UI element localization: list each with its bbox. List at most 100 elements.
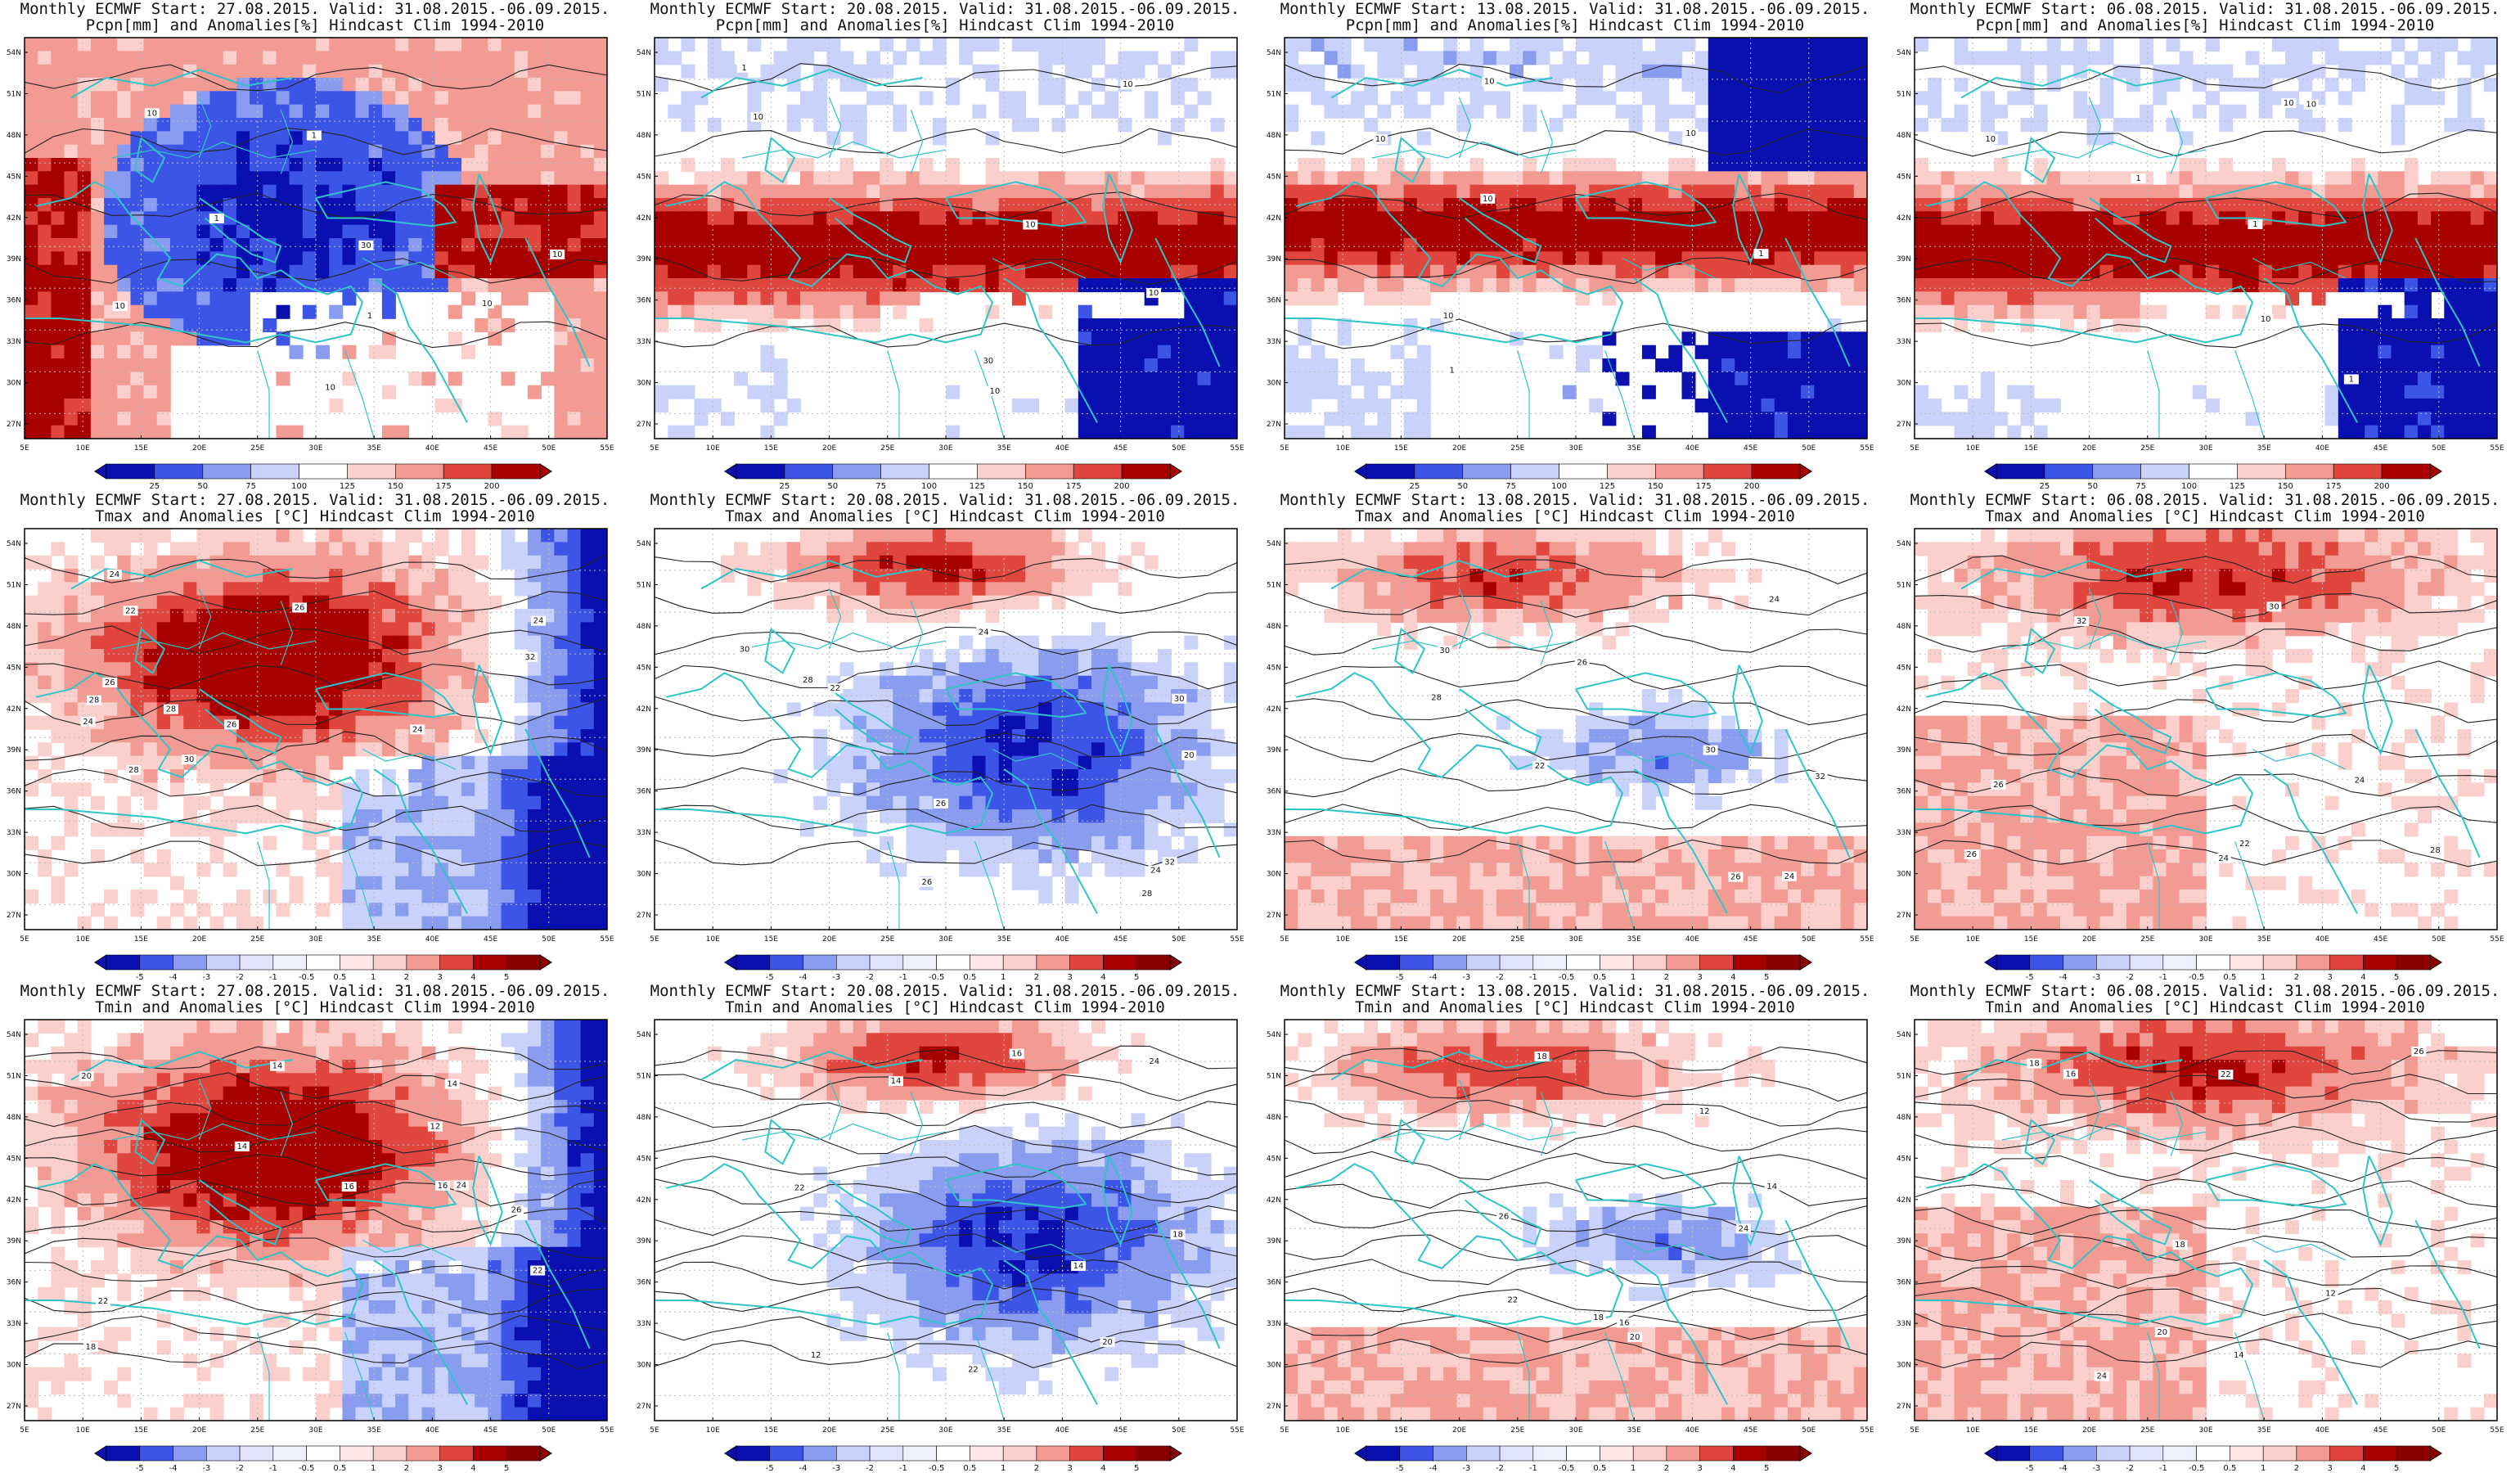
colorbar-tick-label: 4 xyxy=(1100,1464,1105,1473)
country-border xyxy=(2170,600,2184,665)
colorbar-tick-label: 150 xyxy=(1648,482,1663,491)
colorbar-tick-label: -4 xyxy=(799,973,808,982)
lat-tick-label: 36N xyxy=(637,297,651,305)
lon-tick-label: 55E xyxy=(1230,1426,1244,1435)
contour-label-bg xyxy=(358,240,374,250)
colorbar-tick-label: 5 xyxy=(504,973,509,982)
lon-tick-label: 50E xyxy=(2432,1426,2446,1435)
contour-line xyxy=(1285,839,1867,864)
map-pcpn-start-20-08: 10 30 10 1 10 10 10 54N 51N 48N 45N 42N 39N 36N 33N 30N… xyxy=(637,37,1244,491)
contour-label: 24 xyxy=(979,628,989,637)
contour-label-bg xyxy=(2074,616,2090,627)
colorbar-swatch xyxy=(902,1445,937,1462)
contour-label-bg xyxy=(976,627,992,637)
colorbar-tick-label: 4 xyxy=(2360,1464,2365,1473)
contour-label-bg xyxy=(79,1071,94,1082)
contour-label: 32 xyxy=(2077,617,2087,626)
lat-tick-label: 51N xyxy=(1267,90,1281,98)
contour-label-bg xyxy=(889,1076,904,1087)
panel-title-start-valid: Monthly ECMWF Start: 13.08.2015. Valid: … xyxy=(1260,0,1890,18)
contour-line xyxy=(655,1074,1237,1101)
contour-label: 26 xyxy=(1966,850,1977,859)
country-border xyxy=(2170,109,2184,174)
colorbar-swatch xyxy=(306,1445,340,1462)
colorbar-swatch xyxy=(340,1445,374,1462)
contour-label: 30 xyxy=(2269,602,2279,611)
colorbar-tick-label: 2 xyxy=(1034,1464,1039,1473)
contour-line xyxy=(1285,804,1867,831)
colorbar-tick-label: 150 xyxy=(2278,482,2293,491)
lon-tick-label: 30E xyxy=(1568,935,1582,944)
colorbar-swatch xyxy=(173,1445,207,1462)
contour-label-bg xyxy=(2266,601,2282,612)
colorbar-swatch xyxy=(769,1445,803,1462)
contour-label-bg xyxy=(2154,1327,2170,1337)
country-border xyxy=(111,1123,317,1141)
lon-tick-label: 55E xyxy=(600,1426,614,1435)
contour-label-bg xyxy=(123,606,138,616)
lon-tick-label: 55E xyxy=(2490,935,2504,944)
contour-line xyxy=(1915,1235,2497,1262)
lon-tick-label: 20E xyxy=(822,444,836,453)
contour-line xyxy=(655,255,1237,285)
lat-tick-label: 30N xyxy=(1897,1362,1911,1370)
contour-label-bg xyxy=(1480,193,1496,204)
colorbar-swatch xyxy=(1036,1445,1070,1462)
colorbar-swatch xyxy=(406,954,440,971)
country-border xyxy=(741,632,947,650)
country-border xyxy=(887,1332,900,1421)
colorbar-swatch xyxy=(1036,954,1070,971)
panel-tmax-start-20-08: Monthly ECMWF Start: 20.08.2015. Valid: … xyxy=(630,491,1260,982)
colorbar-tick-label: -4 xyxy=(1429,1464,1438,1473)
lat-tick-label: 48N xyxy=(637,623,651,631)
contour-line xyxy=(1915,1262,2497,1289)
colorbar-tick-label: 75 xyxy=(875,482,886,491)
colorbar-swatch xyxy=(1433,1445,1467,1462)
colorbar-tick-label: -4 xyxy=(169,1464,178,1473)
colorbar-swatch xyxy=(106,954,141,971)
colorbar-tick-label: 0.5 xyxy=(333,1464,346,1473)
coastline xyxy=(70,560,293,590)
country-border xyxy=(829,97,842,159)
lon-tick-label: 35E xyxy=(1627,444,1641,453)
colorbar: -5 -4 -3 -2 -1 -0.5 0.5 1 2 3 4 5 xyxy=(94,1445,552,1473)
lon-tick-label: 5E xyxy=(1280,935,1289,944)
contour-label: 10 xyxy=(2306,101,2316,110)
lon-tick-label: 50E xyxy=(1172,1426,1186,1435)
contour-line xyxy=(1285,255,1867,285)
contour-label-bg xyxy=(1146,1056,1162,1066)
panel-title-variable: Pcpn[mm] and Anomalies[%] Hindcast Clim … xyxy=(1345,16,1805,34)
contour-line xyxy=(655,664,1237,690)
lon-tick-label: 35E xyxy=(2257,935,2271,944)
lat-tick-label: 30N xyxy=(1897,871,1911,879)
coastline xyxy=(2362,173,2393,264)
coastline xyxy=(25,181,364,344)
colorbar-swatch xyxy=(1733,954,1767,971)
lat-tick-label: 27N xyxy=(1267,1403,1281,1411)
coastline xyxy=(1285,181,1624,344)
colorbar-swatch xyxy=(2329,954,2364,971)
lon-tick-label: 5E xyxy=(650,935,659,944)
colorbar-swatch xyxy=(1607,463,1656,480)
colorbar-tick-label: 1 xyxy=(371,1464,376,1473)
colorbar-tick-label: 4 xyxy=(470,973,475,982)
colorbar-tick-label: 150 xyxy=(1018,482,1033,491)
colorbar-swatch xyxy=(869,1445,904,1462)
lon-tick-label: 10E xyxy=(706,1426,720,1435)
country-border xyxy=(2147,1332,2160,1421)
lon-tick-label: 25E xyxy=(1510,935,1524,944)
contour-line xyxy=(25,1046,607,1070)
colorbar-tick-label: 5 xyxy=(2394,973,2399,982)
lat-tick-label: 33N xyxy=(1897,1320,1911,1328)
contour-label: 26 xyxy=(1499,1213,1510,1222)
coastline xyxy=(1575,181,1717,227)
contour-label: 10 xyxy=(990,387,1001,396)
valid-label: Valid: 31.08.2015.-06.09.2015. xyxy=(329,982,610,1000)
contour-label: 16 xyxy=(1011,1050,1022,1059)
colorbar-tick-label: -3 xyxy=(832,1464,840,1473)
country-border xyxy=(2001,1123,2207,1141)
contour-label-bg xyxy=(980,356,996,367)
colorbar-swatch xyxy=(1566,1445,1600,1462)
contour-label-bg xyxy=(1441,311,1456,322)
colorbar-swatch xyxy=(506,1445,541,1462)
